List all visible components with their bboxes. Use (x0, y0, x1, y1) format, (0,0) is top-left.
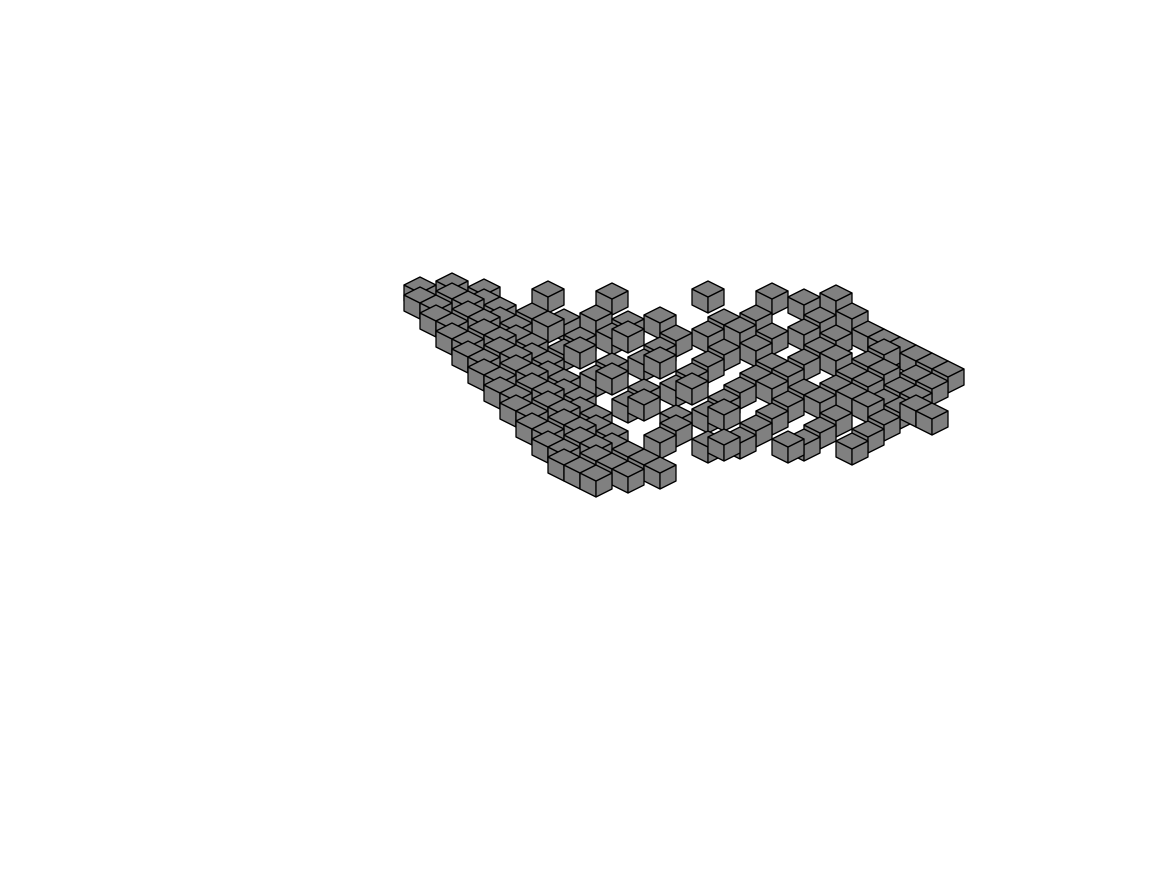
voxel-cube (627, 388, 661, 422)
voxel-cube (611, 320, 645, 354)
cube-top-face (803, 386, 837, 404)
voxel-cube (643, 456, 677, 490)
cube-top-face (771, 390, 805, 408)
cube-top-face (755, 322, 789, 340)
cube-top-face (867, 408, 901, 426)
cube-top-face (691, 320, 725, 338)
cube-top-face (819, 344, 853, 362)
cube-top-face (787, 288, 821, 306)
cube-top-face (563, 336, 597, 354)
cube-top-face (835, 432, 869, 450)
cube-top-face (819, 324, 853, 342)
cube-top-face (579, 464, 613, 482)
cube-top-face (691, 350, 725, 368)
voxel-cube (915, 402, 949, 436)
voxel-cube (563, 336, 597, 370)
cube-top-face (643, 306, 677, 324)
cube-top-face (739, 414, 773, 432)
voxel-cube (595, 362, 629, 396)
cube-top-face (739, 334, 773, 352)
cube-top-face (579, 304, 613, 322)
cube-top-face (707, 428, 741, 446)
cube-top-face (851, 370, 885, 388)
cube-top-face (803, 416, 837, 434)
cube-top-face (931, 360, 965, 378)
voxel-cube (707, 398, 741, 432)
cube-top-face (723, 316, 757, 334)
voxel-cube (707, 428, 741, 462)
voxel-cube (643, 426, 677, 460)
cube-top-face (595, 362, 629, 380)
cube-top-face (755, 372, 789, 390)
cube-top-face (867, 358, 901, 376)
voxel-cube (595, 282, 629, 316)
cube-top-face (739, 304, 773, 322)
cube-top-face (915, 402, 949, 420)
voxel-cube (643, 346, 677, 380)
cube-top-face (643, 346, 677, 364)
cube-top-face (643, 456, 677, 474)
cube-top-face (819, 284, 853, 302)
cube-top-face (851, 420, 885, 438)
voxel-cube (611, 460, 645, 494)
cube-top-face (771, 430, 805, 448)
cube-top-face (627, 388, 661, 406)
cube-top-face (851, 390, 885, 408)
voxel-cube (771, 430, 805, 464)
cube-top-face (803, 306, 837, 324)
cube-top-face (707, 338, 741, 356)
cube-top-face (659, 324, 693, 342)
voxel-cube (579, 464, 613, 498)
voxel-cube (675, 372, 709, 406)
cube-top-face (755, 402, 789, 420)
voxel-cube (691, 280, 725, 314)
cube-top-face (787, 348, 821, 366)
cube-top-face (643, 426, 677, 444)
cube-top-face (835, 302, 869, 320)
cube-top-face (867, 338, 901, 356)
cube-top-face (723, 376, 757, 394)
cube-top-face (691, 280, 725, 298)
cube-top-face (659, 414, 693, 432)
cube-top-face (675, 372, 709, 390)
cube-top-face (611, 320, 645, 338)
cube-top-face (787, 318, 821, 336)
cube-top-face (819, 404, 853, 422)
cube-top-face (755, 282, 789, 300)
cube-top-face (915, 372, 949, 390)
cube-top-face (531, 310, 565, 328)
cube-top-face (771, 360, 805, 378)
cube-top-face (531, 280, 565, 298)
cube-top-face (611, 460, 645, 478)
cube-top-face (595, 282, 629, 300)
voxel-cube (835, 432, 869, 466)
cube-top-face (707, 398, 741, 416)
